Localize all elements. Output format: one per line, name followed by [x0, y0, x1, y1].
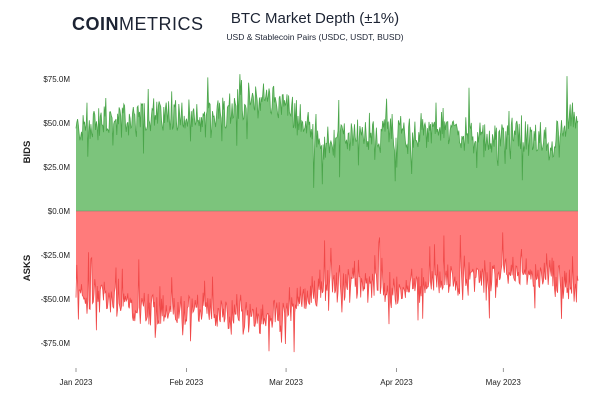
chart-subtitle: USD & Stablecoin Pairs (USDC, USDT, BUSD… — [226, 32, 404, 42]
x-tick-label: Feb 2023 — [169, 378, 203, 387]
y-axis-label-asks: ASKS — [22, 255, 33, 281]
bids-area — [76, 74, 578, 211]
y-tick-label: $50.0M — [43, 119, 70, 128]
y-axis-label-bids: BIDS — [22, 141, 33, 164]
logo-text-light: METRICS — [119, 14, 204, 34]
coinmetrics-logo: COINMETRICS — [72, 14, 204, 35]
y-tick-label: -$50.0M — [41, 295, 71, 304]
y-tick-label: -$75.0M — [41, 339, 71, 348]
y-tick-label: $0.0M — [48, 207, 71, 216]
x-tick-label: Apr 2023 — [380, 378, 413, 387]
bids-series-line — [75, 74, 579, 188]
y-tick-label: $75.0M — [43, 75, 70, 84]
x-axis: Jan 2023 Feb 2023 Mar 2023 Apr 2023 May 2023 — [60, 368, 522, 387]
y-tick-label: $25.0M — [43, 163, 70, 172]
logo-text-bold: COIN — [72, 14, 119, 34]
x-tick-label: Jan 2023 — [60, 378, 93, 387]
chart-title: BTC Market Depth (±1%) — [230, 10, 400, 27]
x-tick-label: May 2023 — [486, 378, 522, 387]
y-axis: $75.0M $50.0M $25.0M $0.0M -$25.0M -$50.0M -$7… — [41, 75, 71, 348]
x-tick-label: Mar 2023 — [269, 378, 303, 387]
y-tick-label: -$25.0M — [41, 251, 71, 260]
plot-area — [75, 74, 579, 353]
asks-series-line — [75, 232, 579, 353]
